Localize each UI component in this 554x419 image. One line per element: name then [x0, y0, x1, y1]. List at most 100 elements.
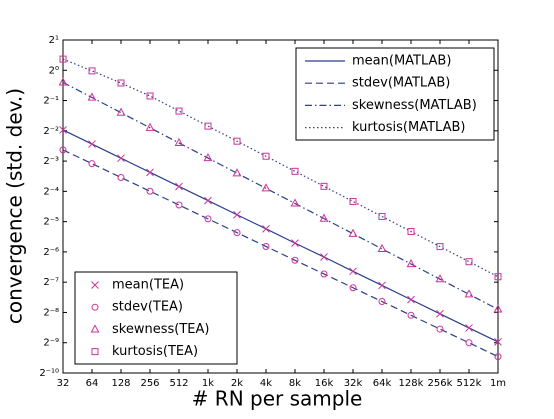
legend-entry: mean(MATLAB) — [305, 54, 451, 69]
legend-box — [74, 271, 238, 365]
marker — [464, 289, 474, 298]
legend-entry: skewness(TEA) — [90, 322, 209, 337]
marker — [320, 270, 328, 278]
marker — [91, 348, 99, 356]
x-tick-label: 256k — [428, 378, 453, 389]
legend-entry: mean(TEA) — [91, 278, 184, 293]
marker — [146, 187, 154, 195]
marker — [90, 324, 100, 333]
x-tick-label: 64 — [86, 378, 99, 389]
marker — [146, 168, 154, 177]
marker — [349, 197, 357, 205]
marker — [320, 253, 328, 261]
legend-label: kurtosis(TEA) — [112, 344, 198, 359]
x-tick-label: 8k — [289, 378, 301, 389]
marker — [261, 183, 271, 192]
y-tick-label: 2⁻⁶ — [43, 247, 59, 258]
y-tick-label: 2⁻¹ — [43, 96, 59, 107]
marker — [88, 140, 96, 148]
series-line — [62, 81, 499, 310]
legend-label: stdev(MATLAB) — [352, 76, 450, 91]
marker — [291, 256, 299, 264]
marker — [175, 182, 183, 191]
legend-label: skewness(MATLAB) — [352, 98, 477, 113]
marker — [88, 67, 96, 75]
y-tick-label: 2⁻⁵ — [43, 217, 59, 228]
marker — [436, 243, 444, 251]
legend-box — [295, 47, 495, 141]
marker — [494, 273, 502, 281]
marker — [174, 137, 184, 147]
legend-label: skewness(TEA) — [112, 322, 209, 337]
x-axis-label: # RN per sample — [192, 387, 363, 411]
x-tick-label: 2k — [231, 378, 243, 389]
y-tick-label: 2¹ — [49, 35, 59, 46]
marker — [291, 167, 299, 175]
x-tick-label: 32k — [344, 378, 363, 389]
y-tick-label: 2⁻¹⁰ — [39, 368, 59, 379]
marker — [233, 210, 241, 219]
marker — [435, 274, 445, 283]
x-tick-label: 512k — [457, 378, 482, 389]
marker — [232, 168, 242, 177]
marker — [493, 304, 503, 313]
marker — [378, 297, 386, 305]
marker — [233, 229, 241, 237]
plot-frame — [62, 39, 499, 374]
y-tick-label: 2⁻⁷ — [43, 277, 59, 288]
marker — [320, 182, 328, 190]
legend-entry: stdev(MATLAB) — [305, 76, 450, 91]
legend-label: mean(MATLAB) — [352, 54, 451, 69]
series-line — [62, 129, 499, 343]
x-tick-label: 1k — [202, 378, 214, 389]
marker — [117, 79, 125, 87]
marker — [88, 160, 96, 168]
legend-entry: stdev(TEA) — [91, 300, 183, 315]
marker — [175, 107, 183, 115]
x-tick-label: 256 — [140, 378, 159, 389]
marker — [175, 201, 183, 209]
y-tick-label: 2⁻⁹ — [43, 338, 59, 349]
marker — [494, 338, 502, 346]
marker — [407, 295, 415, 304]
marker — [291, 239, 299, 247]
marker — [116, 107, 126, 116]
marker — [203, 153, 213, 162]
series-line — [62, 149, 499, 358]
y-tick-label: 2⁻⁸ — [43, 307, 59, 318]
y-axis-label: convergence (std. dev.) — [3, 88, 27, 324]
marker — [349, 284, 357, 292]
marker — [465, 339, 473, 347]
x-tick-label: 128k — [399, 378, 424, 389]
x-tick-label: 64k — [373, 378, 392, 389]
marker — [233, 137, 241, 145]
legend-entry: kurtosis(TEA) — [91, 344, 198, 359]
y-tick-label: 2⁻⁴ — [43, 186, 59, 197]
marker — [91, 281, 99, 289]
marker — [494, 353, 502, 361]
legend-entry: kurtosis(MATLAB) — [305, 120, 465, 135]
y-tick-label: 2⁰ — [49, 65, 59, 76]
marker — [146, 92, 154, 100]
x-tick-label: 512 — [169, 378, 188, 389]
marker — [204, 215, 212, 223]
marker — [436, 325, 444, 333]
series-line — [62, 58, 499, 278]
marker — [145, 122, 155, 131]
legend-entry: skewness(MATLAB) — [305, 98, 477, 113]
legend-label: mean(TEA) — [112, 278, 184, 293]
marker — [407, 228, 415, 236]
marker — [348, 228, 358, 237]
marker — [262, 152, 270, 160]
marker — [91, 303, 99, 311]
marker — [204, 122, 212, 130]
legend-label: stdev(TEA) — [112, 300, 183, 315]
marker — [58, 77, 68, 86]
x-tick-label: 32 — [57, 378, 70, 389]
legend-label: kurtosis(MATLAB) — [352, 120, 465, 135]
marker — [59, 55, 67, 63]
marker — [407, 311, 415, 319]
marker — [378, 212, 386, 220]
marker — [465, 324, 473, 332]
